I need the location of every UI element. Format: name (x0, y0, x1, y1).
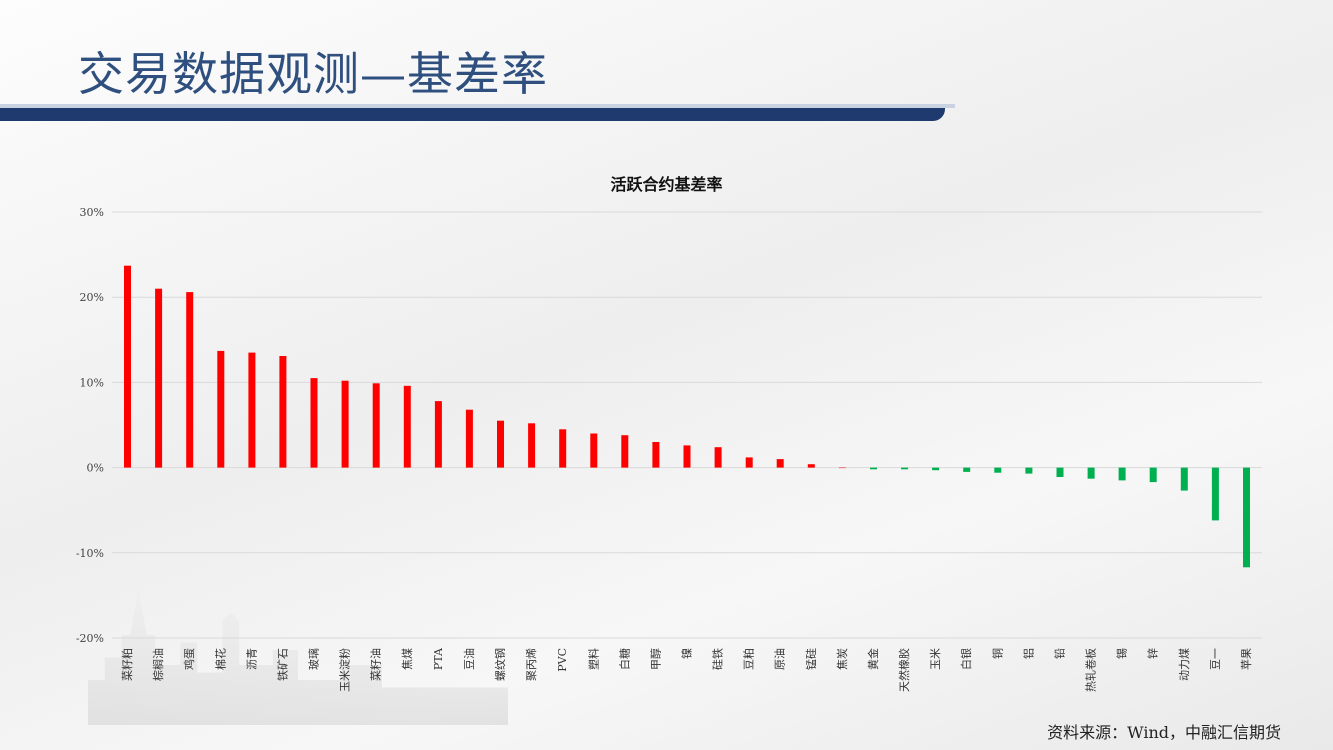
bar (621, 435, 629, 468)
y-tick-label: 10% (80, 376, 104, 389)
x-category-label: 焦炭 (836, 648, 849, 670)
x-category-label: 沥青 (245, 648, 258, 670)
bar (1149, 467, 1157, 483)
x-category-label: 锌 (1146, 648, 1160, 659)
x-category-label: 铁矿石 (276, 648, 289, 681)
x-category-label: 菜籽油 (369, 648, 383, 681)
x-category-label: 锰硅 (804, 648, 818, 670)
bars (124, 265, 1250, 568)
bar (838, 467, 846, 469)
bar (497, 420, 504, 468)
x-category-label: 铝 (1021, 648, 1035, 659)
bar (310, 378, 318, 468)
x-category-label: PTA (432, 647, 445, 670)
x-category-label: 热轧卷板 (1084, 648, 1098, 692)
bar (1180, 467, 1188, 491)
x-category-label: 玻璃 (307, 648, 321, 670)
x-category-label: 菜籽粕 (120, 648, 134, 681)
page-title: 交易数据观测—基差率 (78, 47, 548, 101)
bar (279, 356, 287, 468)
x-category-label: 豆油 (462, 648, 476, 670)
x-category-label: 棉花 (213, 648, 227, 670)
y-tick-label: 30% (80, 206, 104, 219)
bar (1211, 467, 1219, 521)
x-category-label: 甲醇 (648, 648, 662, 670)
bar (1118, 467, 1126, 481)
x-category-label: 塑料 (586, 648, 600, 670)
bar (745, 457, 753, 468)
bar (372, 383, 380, 468)
bar (1025, 467, 1033, 474)
y-tick-label: 0% (87, 462, 104, 475)
x-category-label: 豆粕 (742, 648, 756, 670)
bar (217, 350, 225, 468)
y-axis-tick-labels: 30% 20% 10% 0% -10% -20% (76, 206, 104, 645)
x-category-label: 玉米淀粉 (338, 648, 352, 692)
bar (1056, 467, 1064, 477)
x-category-label: 鸡蛋 (182, 648, 196, 670)
data-source-note: 资料来源：Wind，中融汇信期货 (1047, 723, 1281, 742)
x-category-label: 棕榈油 (151, 648, 165, 681)
y-tick-label: 20% (80, 291, 104, 304)
x-category-label: 原油 (773, 648, 787, 670)
chart-title: 活跃合约基差率 (610, 177, 723, 194)
x-category-label: 豆一 (1209, 648, 1222, 670)
bar (932, 467, 940, 471)
x-category-label: 聚丙烯 (525, 648, 538, 681)
x-axis-category-labels: 菜籽粕 棕榈油 鸡蛋 棉花 沥青 铁矿石 玻璃 玉米淀粉 菜籽油 焦煤 PTA 豆油 螺纹钢 聚丙烯 PVC… (120, 647, 1253, 692)
bar (1243, 467, 1250, 568)
bar (248, 352, 256, 468)
bar (559, 429, 567, 468)
bar (683, 445, 691, 468)
bar (186, 292, 194, 468)
bar (434, 401, 442, 468)
bar (341, 380, 349, 468)
x-category-label: 黄金 (866, 648, 880, 670)
x-category-label: 白银 (959, 648, 973, 670)
bar (901, 467, 909, 470)
bar (714, 447, 722, 468)
x-category-label: 硅铁 (712, 648, 725, 670)
x-category-label: 焦煤 (401, 648, 414, 670)
bar (963, 467, 971, 472)
x-category-label: 白糖 (617, 648, 631, 670)
bar (155, 288, 163, 468)
bar (403, 385, 411, 468)
title-underline-light (0, 104, 955, 108)
x-category-label: 螺纹钢 (493, 648, 507, 681)
bar (870, 467, 877, 470)
bar (776, 459, 784, 468)
x-category-label: PVC (556, 648, 569, 672)
x-category-label: 天然橡胶 (897, 648, 911, 692)
y-tick-label: -10% (76, 547, 104, 560)
x-category-label: 铜 (990, 648, 1004, 659)
x-category-label: 铅 (1053, 648, 1067, 659)
x-category-label: 苹果 (1239, 648, 1253, 670)
y-tick-label: -20% (76, 632, 104, 645)
title-underline (0, 108, 945, 121)
x-category-label: 锡 (1115, 648, 1129, 659)
bar (1087, 467, 1095, 479)
bar (528, 423, 536, 468)
x-category-label: 玉米 (929, 648, 942, 670)
bar (807, 464, 815, 468)
bar (994, 467, 1002, 473)
bar (652, 442, 660, 468)
bar (590, 433, 598, 468)
x-category-label: 镍 (680, 648, 694, 659)
bar (465, 409, 473, 468)
bar (124, 265, 131, 468)
x-category-label: 动力煤 (1178, 648, 1191, 681)
